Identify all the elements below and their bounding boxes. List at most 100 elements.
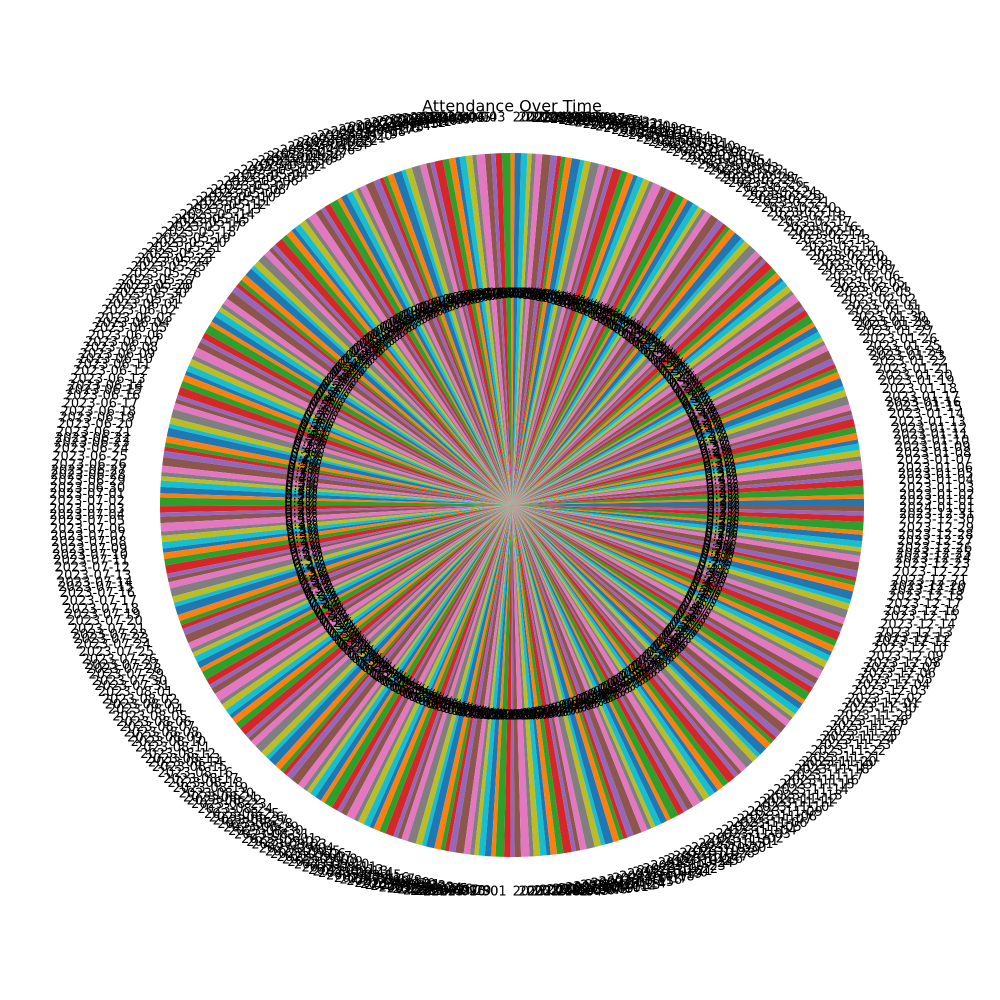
percent-label: 0.4% bbox=[334, 634, 367, 649]
percent-label: 0.2% bbox=[284, 503, 317, 518]
percent-label: 0.3% bbox=[706, 478, 739, 493]
percent-label: 0.2% bbox=[463, 289, 496, 304]
percent-label: 0.4% bbox=[438, 294, 471, 309]
slice-label: 2023-12-18 bbox=[888, 589, 964, 604]
pie-slice bbox=[512, 219, 724, 505]
percent-label: 0.3% bbox=[414, 692, 447, 707]
pie-slice bbox=[161, 505, 512, 543]
slice-label: 2023-07-12 bbox=[54, 561, 130, 576]
percent-label: 0.2% bbox=[411, 691, 444, 706]
percent-label: 0.4% bbox=[631, 336, 664, 351]
percent-label: 0.3% bbox=[587, 688, 620, 703]
pie-slice bbox=[512, 160, 591, 506]
pie-slice bbox=[179, 505, 513, 626]
slice-label: 2023-05-19 bbox=[155, 231, 231, 246]
pie-slice bbox=[512, 277, 784, 505]
slice-label: 2023-09-09 bbox=[287, 855, 363, 870]
percent-label: 0.3% bbox=[307, 594, 340, 609]
pie-slice bbox=[401, 169, 512, 506]
pie-slice bbox=[512, 505, 851, 604]
pie-slice bbox=[373, 178, 512, 505]
slice-label: 2023-03-07 bbox=[679, 148, 755, 163]
slice-label: 2023-05-28 bbox=[117, 278, 193, 293]
pie-slice bbox=[512, 153, 522, 505]
slice-label: 2023-01-02 bbox=[899, 488, 975, 503]
pie-slice bbox=[442, 158, 512, 505]
pie-slice bbox=[512, 505, 767, 755]
percent-label: 0.2% bbox=[625, 331, 658, 346]
percent-label: 0.2% bbox=[285, 515, 318, 530]
slice-label: 2023-05-27 bbox=[121, 273, 197, 288]
pie-slice bbox=[512, 165, 610, 506]
pie-slice bbox=[205, 325, 513, 505]
percent-label: 0.2% bbox=[634, 338, 667, 353]
slice-label: 2023-02-20 bbox=[761, 201, 837, 216]
slice-label: 2023-02-18 bbox=[771, 209, 847, 224]
slice-label: 2023-03-30 bbox=[531, 111, 607, 126]
percent-label: 0.2% bbox=[293, 557, 326, 572]
pie-slice bbox=[190, 505, 513, 653]
slice-label: 2023-01-17 bbox=[884, 390, 960, 405]
percent-label: 0.4% bbox=[291, 550, 324, 565]
pie-slice bbox=[444, 505, 512, 852]
percent-label: 0.4% bbox=[646, 645, 679, 660]
slice-label: 2023-06-02 bbox=[101, 304, 177, 319]
pie-slice bbox=[200, 505, 512, 672]
percent-label: 0.3% bbox=[512, 287, 545, 302]
percent-label: 0.3% bbox=[355, 655, 388, 670]
slice-label: 2023-05-09 bbox=[206, 186, 282, 201]
pie-slice bbox=[512, 505, 530, 857]
pie-slice bbox=[232, 505, 512, 724]
percent-label: 0.3% bbox=[698, 439, 731, 454]
percent-label: 0.2% bbox=[691, 416, 724, 431]
slice-label: 2023-06-15 bbox=[67, 383, 143, 398]
pie-slice bbox=[512, 505, 541, 857]
percent-label: 0.3% bbox=[302, 412, 335, 427]
slice-label: 2023-05-16 bbox=[171, 216, 247, 231]
slice-label: 2023-04-11 bbox=[376, 115, 452, 130]
percent-label: 0.3% bbox=[468, 707, 501, 722]
pie-slice bbox=[184, 505, 513, 644]
slice-label: 2023-03-22 bbox=[583, 117, 659, 132]
percent-label: 0.3% bbox=[433, 296, 466, 311]
pie-slice bbox=[397, 505, 512, 840]
percent-label: 0.3% bbox=[389, 680, 422, 695]
pie-slice bbox=[197, 341, 512, 505]
slice-label: 2023-08-15 bbox=[152, 760, 228, 775]
slice-label: 2023-10-06 bbox=[540, 884, 616, 899]
percent-label: 0.3% bbox=[287, 532, 320, 547]
pie-slice bbox=[189, 359, 513, 505]
pie-slice bbox=[512, 505, 864, 512]
slice-label: 2023-12-06 bbox=[860, 666, 936, 681]
slice-label: 2023-01-05 bbox=[898, 467, 974, 482]
percent-label: 0.2% bbox=[473, 288, 506, 303]
pie-slice bbox=[346, 191, 512, 506]
percent-label: 0.4% bbox=[446, 703, 479, 718]
pie-slice bbox=[359, 184, 512, 505]
percent-label: 0.3% bbox=[558, 699, 591, 714]
pie-slice bbox=[165, 505, 512, 574]
percent-label: 0.2% bbox=[285, 479, 318, 494]
pie-slice bbox=[188, 505, 513, 649]
pie-slice bbox=[275, 505, 512, 770]
percent-label: 0.4% bbox=[516, 287, 549, 302]
pie-slice bbox=[177, 505, 512, 622]
pie-slice bbox=[182, 374, 512, 505]
slice-label: 2023-10-30 bbox=[691, 841, 767, 856]
percent-label: 0.4% bbox=[294, 561, 327, 576]
pie-slice bbox=[512, 172, 634, 505]
slice-label: 2023-03-11 bbox=[654, 137, 730, 152]
percent-label: 0.2% bbox=[304, 587, 337, 602]
slice-label: 2023-09-27 bbox=[403, 883, 479, 898]
percent-label: 0.2% bbox=[297, 568, 330, 583]
pie-slice bbox=[160, 505, 512, 532]
slice-label: 2023-03-21 bbox=[589, 118, 665, 133]
pie-slice bbox=[491, 505, 512, 857]
pie-slice bbox=[512, 228, 736, 505]
slice-label: 2023-12-24 bbox=[895, 551, 971, 566]
slice-label: 2023-12-10 bbox=[871, 642, 947, 657]
pie-slice bbox=[512, 153, 536, 506]
slice-label: 2023-11-10 bbox=[754, 800, 830, 815]
slice-label: 2023-11-03 bbox=[715, 827, 791, 842]
percent-label: 0.2% bbox=[671, 616, 704, 631]
